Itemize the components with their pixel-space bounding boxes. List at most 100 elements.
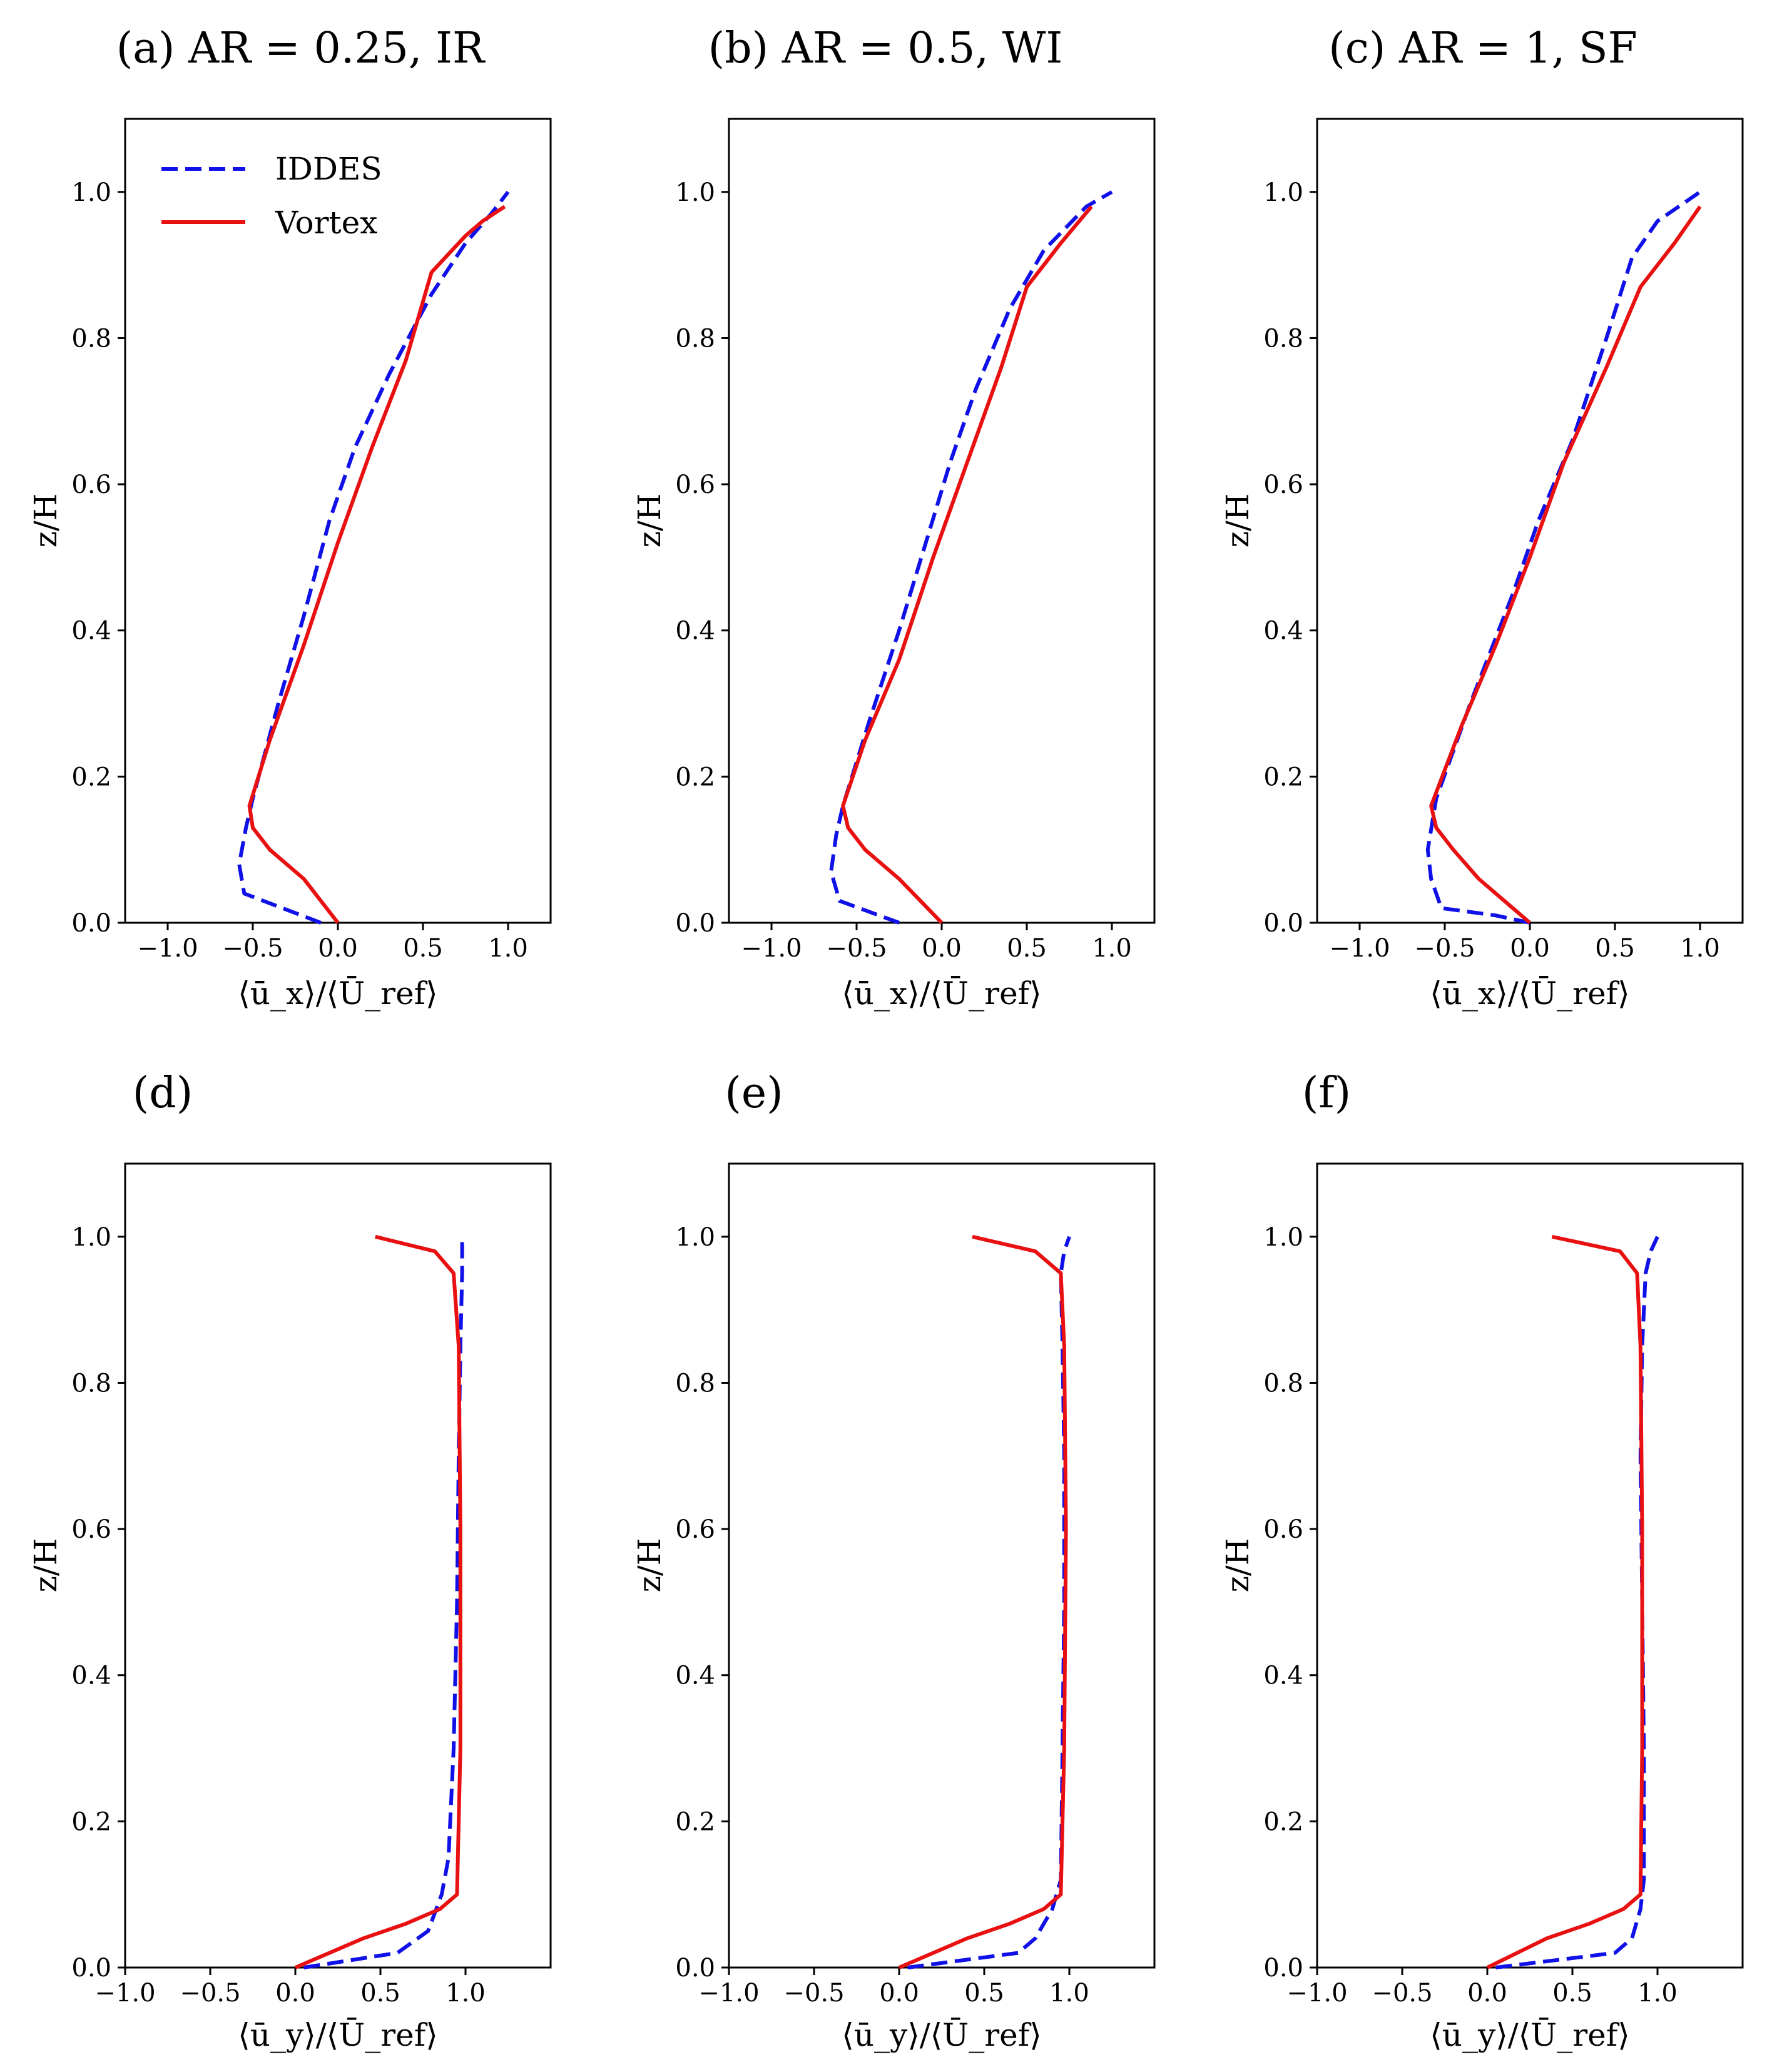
x-tick-label: −0.5 bbox=[1414, 934, 1475, 963]
legend: IDDES Vortex bbox=[161, 151, 382, 241]
x-tick-label: 0.5 bbox=[360, 1979, 400, 2008]
y-tick-label: 0.8 bbox=[1263, 324, 1303, 353]
x-tick-label: 1.0 bbox=[1680, 934, 1720, 963]
vortex-line bbox=[247, 205, 506, 924]
x-tick-label: 1.0 bbox=[446, 1979, 486, 2008]
y-tick-label: 0.2 bbox=[1263, 1807, 1303, 1836]
x-tick-label: −1.0 bbox=[741, 934, 802, 963]
x-tick-label: 0.0 bbox=[879, 1979, 919, 2008]
y-tick-label: 0.8 bbox=[1263, 1369, 1303, 1398]
x-tick-label: −0.5 bbox=[180, 1979, 240, 2008]
iddes-line bbox=[907, 1236, 1071, 1969]
panel-title: (c) AR = 1, SF bbox=[1328, 24, 1637, 73]
x-axis-label: ⟨ū_y⟩/⟨Ū_ref⟩ bbox=[1430, 2017, 1629, 2053]
vortex-line bbox=[841, 205, 1093, 925]
y-tick-label: 0.6 bbox=[1263, 1515, 1303, 1544]
panel-b: (b) AR = 0.5, WI −1.0 −0.5 0.0 0.5 1.0 0.0 0.2… bbox=[631, 24, 1156, 1012]
x-tick-label: 1.0 bbox=[488, 934, 528, 963]
y-tick-label: 0.4 bbox=[1263, 617, 1303, 646]
y-tick-label: 0.0 bbox=[1263, 909, 1303, 938]
y-tick-label: 0.4 bbox=[1263, 1662, 1303, 1690]
vortex-line bbox=[1429, 205, 1702, 925]
x-tick-label: 0.5 bbox=[403, 934, 443, 963]
tick-labels: −1.0 −0.5 0.0 0.5 1.0 0.0 0.2 0.4 0.6 0.8 1.0 bbox=[675, 178, 1131, 963]
y-tick-label: 0.8 bbox=[71, 1369, 111, 1398]
x-tick-label: 0.0 bbox=[1467, 1979, 1507, 2008]
y-axis-label: z/H bbox=[28, 494, 64, 548]
iddes-line bbox=[303, 1236, 464, 1969]
iddes-line bbox=[1425, 190, 1701, 925]
legend-iddes-label: IDDES bbox=[275, 151, 382, 187]
x-tick-label: 0.0 bbox=[922, 934, 962, 963]
y-tick-label: 1.0 bbox=[1263, 178, 1303, 207]
axis-ticks bbox=[1310, 191, 1701, 930]
x-axis-label: ⟨ū_x⟩/⟨Ū_ref⟩ bbox=[1430, 975, 1629, 1012]
y-axis-label: z/H bbox=[631, 1538, 668, 1593]
x-axis-label: ⟨ū_y⟩/⟨Ū_ref⟩ bbox=[842, 2017, 1041, 2053]
y-tick-label: 1.0 bbox=[675, 1223, 715, 1252]
y-tick-label: 1.0 bbox=[71, 1223, 111, 1252]
x-tick-label: 1.0 bbox=[1637, 1979, 1678, 2008]
y-tick-label: 1.0 bbox=[71, 178, 111, 207]
axis-ticks bbox=[721, 1236, 1071, 1975]
x-tick-label: −0.5 bbox=[1372, 1979, 1432, 2008]
y-tick-label: 0.0 bbox=[1263, 1954, 1303, 1983]
panel-a: (a) AR = 0.25, IR −1.0 −0.5 0.0 0.5 1.0 0.0 0.… bbox=[28, 24, 552, 1012]
y-tick-label: 0.2 bbox=[71, 1807, 111, 1836]
y-axis-label: z/H bbox=[631, 494, 668, 548]
tick-labels: −1.0 −0.5 0.0 0.5 1.0 0.0 0.2 0.4 0.6 0.8 1.0 bbox=[675, 1223, 1089, 2008]
y-tick-label: 0.2 bbox=[1263, 763, 1303, 791]
x-tick-label: 0.5 bbox=[1007, 934, 1047, 963]
y-tick-label: 0.2 bbox=[71, 763, 111, 791]
x-tick-label: −1.0 bbox=[94, 1979, 155, 2008]
x-axis-label: ⟨ū_x⟩/⟨Ū_ref⟩ bbox=[842, 975, 1041, 1012]
y-tick-label: 0.4 bbox=[71, 1662, 111, 1690]
plot-frame bbox=[124, 1162, 552, 1969]
y-tick-label: 0.6 bbox=[675, 470, 715, 499]
iddes-line bbox=[829, 190, 1113, 925]
axis-ticks bbox=[1310, 1236, 1659, 1975]
plot-frame bbox=[728, 1162, 1156, 1969]
x-tick-label: 0.0 bbox=[318, 934, 358, 963]
y-tick-label: 0.0 bbox=[675, 909, 715, 938]
y-axis-label: z/H bbox=[1220, 1538, 1256, 1593]
panel-f: (f) −1.0 −0.5 0.0 0.5 1.00.00.20.40.60.81.0 … bbox=[1220, 1069, 1744, 2053]
iddes-line bbox=[1495, 1236, 1659, 1969]
panel-title: (b) AR = 0.5, WI bbox=[708, 24, 1063, 73]
x-tick-label: 1.0 bbox=[1049, 1979, 1089, 2008]
iddes-line bbox=[237, 190, 510, 925]
tick-labels: −1.0 −0.5 0.0 0.5 1.0 0.0 0.2 0.4 0.6 0.8 1.0 bbox=[71, 178, 527, 963]
x-tick-label: −1.0 bbox=[698, 1979, 759, 2008]
tick-labels: −1.0 −0.5 0.0 0.5 1.0 0.0 0.2 0.4 0.6 0.8 1.0 bbox=[1263, 1223, 1677, 2008]
vortex-line bbox=[898, 1234, 1068, 1969]
y-tick-label: 0.2 bbox=[675, 1807, 715, 1836]
y-tick-label: 0.6 bbox=[675, 1515, 715, 1544]
x-tick-label: 0.0 bbox=[275, 1979, 315, 2008]
y-axis-label: z/H bbox=[1220, 494, 1256, 548]
x-tick-label: 1.0 bbox=[1092, 934, 1132, 963]
y-tick-label: 0.8 bbox=[675, 1369, 715, 1398]
x-tick-label: 0.5 bbox=[1552, 1979, 1592, 2008]
y-tick-label: 0.2 bbox=[675, 763, 715, 791]
y-axis-label: z/H bbox=[28, 1538, 64, 1593]
y-tick-label: 0.0 bbox=[675, 1954, 715, 1983]
vortex-line bbox=[1486, 1234, 1644, 1969]
y-tick-label: 1.0 bbox=[675, 178, 715, 207]
axis-ticks bbox=[721, 191, 1113, 930]
vortex-line bbox=[294, 1234, 462, 1969]
x-tick-label: −0.5 bbox=[826, 934, 887, 963]
y-tick-label: 0.6 bbox=[71, 470, 111, 499]
panel-d: (d) −1.0 −0.5 0.0 0.5 1.00.00.20.40.60.81.0 … bbox=[28, 1069, 552, 2053]
panel-title: (d) bbox=[133, 1069, 193, 1118]
y-tick-label: 0.4 bbox=[675, 617, 715, 646]
y-tick-label: 1.0 bbox=[1263, 1223, 1303, 1252]
y-tick-label: 0.6 bbox=[71, 1515, 111, 1544]
x-tick-label: −1.0 bbox=[1286, 1979, 1347, 2008]
y-tick-label: 0.0 bbox=[71, 909, 111, 938]
panel-c: (c) AR = 1, SF −1.0 −0.5 0.0 0.5 1.0 0.0 0.2 0.… bbox=[1220, 24, 1744, 1012]
y-tick-label: 0.4 bbox=[71, 617, 111, 646]
legend-vortex-label: Vortex bbox=[275, 205, 377, 241]
x-tick-label: −0.5 bbox=[222, 934, 283, 963]
y-tick-label: 0.6 bbox=[1263, 470, 1303, 499]
